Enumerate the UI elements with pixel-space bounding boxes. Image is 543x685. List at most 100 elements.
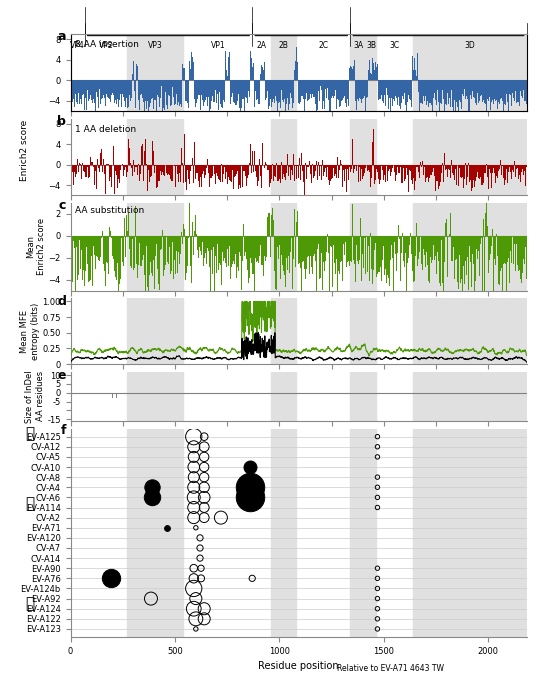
Point [148,482,156,493]
Point [192,613,200,624]
Point [148,492,156,503]
Point [373,603,382,614]
Bar [413,119,527,195]
Point [192,593,200,604]
Point [200,512,209,523]
Point [373,593,382,604]
Point [373,431,382,442]
Text: 2B: 2B [279,41,288,50]
Point [246,482,255,493]
Y-axis label: Size of InDel
AA residues: Size of InDel AA residues [25,370,45,423]
Text: Enrich2 score: Enrich2 score [20,120,29,182]
Point [195,553,204,564]
Text: 2C: 2C [318,41,328,50]
Text: a: a [58,30,66,43]
Bar [271,298,296,364]
Text: VP2: VP2 [98,41,113,50]
Point [373,573,382,584]
Bar [127,372,184,421]
Point [373,613,382,624]
Text: VP4: VP4 [70,41,85,50]
Point [192,522,200,533]
Point [200,462,209,473]
Text: f: f [60,425,66,438]
X-axis label: Residue position: Residue position [258,661,339,671]
Bar [350,429,376,637]
Point [190,583,198,594]
Point [373,451,382,462]
Point [197,563,205,574]
Bar [350,119,376,195]
Text: AA substitution: AA substitution [75,206,144,214]
Point [200,502,209,513]
Text: 3B: 3B [367,41,377,50]
Point [197,573,205,584]
Point [162,522,171,533]
Bar [127,298,184,364]
Point [200,492,209,503]
Text: 🐒: 🐒 [25,426,34,441]
Point [248,573,256,584]
Point [200,431,209,442]
Bar [271,203,296,290]
Text: VP3: VP3 [148,41,162,50]
Point [246,462,255,473]
Text: 3A: 3A [353,41,364,50]
Text: 3C: 3C [390,41,400,50]
Bar [127,429,184,637]
Bar [350,372,376,421]
Point [195,532,204,543]
Point [373,472,382,483]
Point [200,451,209,462]
Bar [413,372,527,421]
Point [192,623,200,634]
Bar [413,298,527,364]
Bar [413,429,527,637]
Point [190,472,198,483]
Point [373,482,382,493]
Text: 2A: 2A [257,41,267,50]
Bar [271,372,296,421]
Text: 8 AA insertion: 8 AA insertion [75,40,139,49]
Point [373,563,382,574]
Point [190,502,198,513]
Point [373,441,382,452]
Point [373,492,382,503]
Bar [271,119,296,195]
Point [190,462,198,473]
Point [147,593,155,604]
Text: d: d [57,295,66,308]
Point [190,603,198,614]
Point [200,613,209,624]
Point [190,492,198,503]
Bar [350,203,376,290]
Bar [127,203,184,290]
Bar [127,34,184,111]
Point [200,603,209,614]
Text: 🚶: 🚶 [25,497,34,512]
Point [373,583,382,594]
Text: VP1: VP1 [211,41,225,50]
Point [190,512,198,523]
Point [190,451,198,462]
Point [200,482,209,493]
Point [246,492,255,503]
Text: e: e [58,369,66,382]
Point [195,543,204,553]
Point [190,431,198,442]
Point [373,502,382,513]
Point [190,573,198,584]
Bar [350,298,376,364]
Y-axis label: Mean MFE
entropy (bits): Mean MFE entropy (bits) [20,303,40,360]
Bar [127,119,184,195]
Bar [413,34,527,111]
Text: Relative to EV-A71 4643 TW: Relative to EV-A71 4643 TW [337,664,444,673]
Point [107,573,116,584]
Bar [271,429,296,637]
Point [373,623,382,634]
Point [217,512,225,523]
Bar [350,34,376,111]
Y-axis label: Mean
Enrich2 score: Mean Enrich2 score [27,219,46,275]
Point [190,441,198,452]
Point [248,462,256,473]
